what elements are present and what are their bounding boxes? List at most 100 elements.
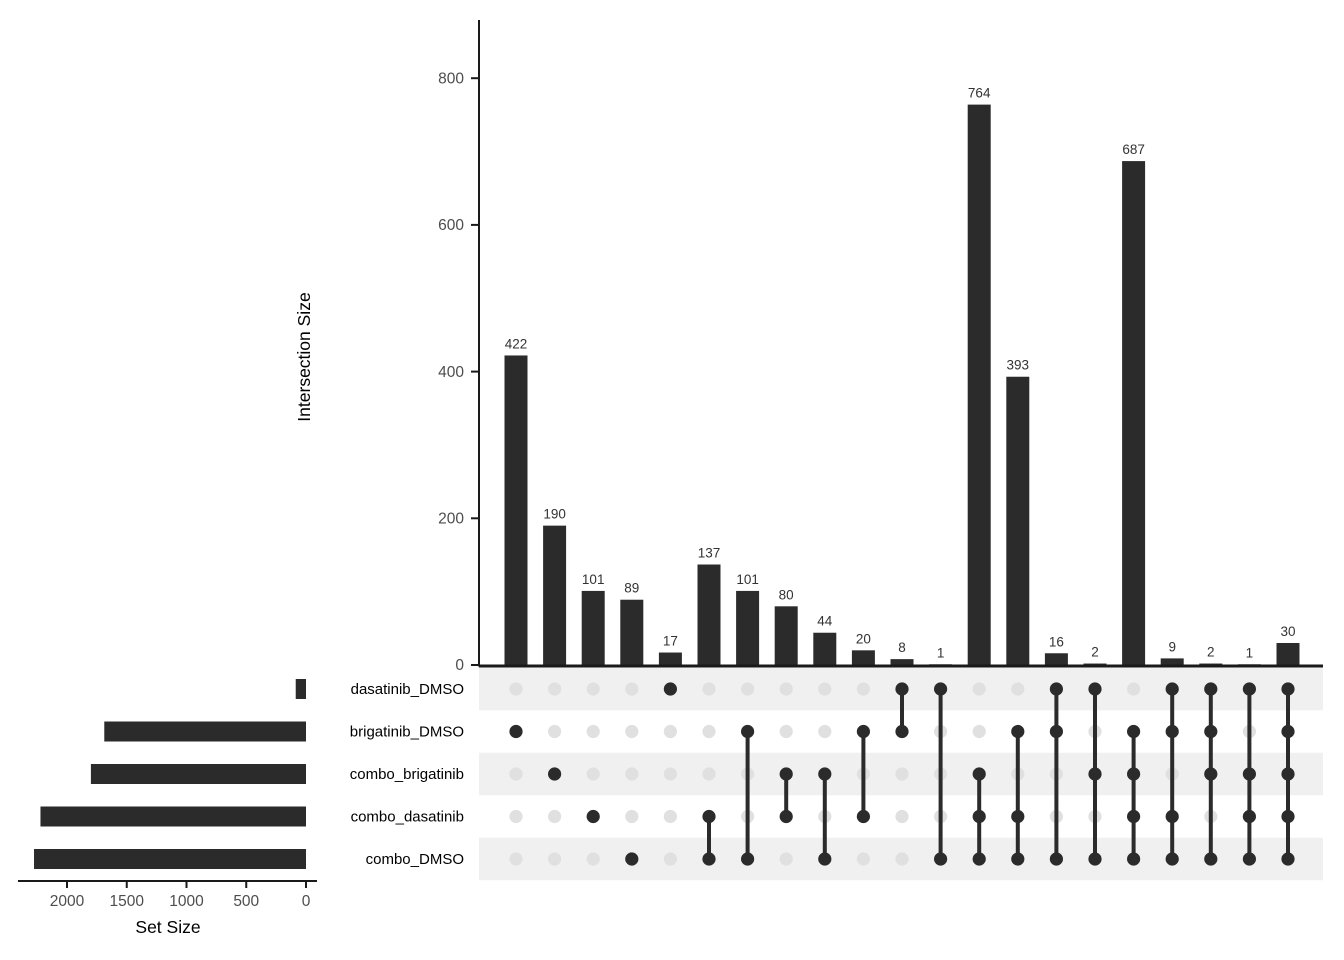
intersection-y-tick-label: 0	[455, 657, 464, 674]
matrix-dot-inactive	[1011, 682, 1025, 696]
matrix-dot-active	[1242, 767, 1256, 781]
matrix-dot-active	[1011, 724, 1025, 739]
intersection-bar	[543, 525, 567, 665]
set-size-tick-label: 500	[233, 893, 259, 910]
matrix-dot-active	[586, 809, 600, 824]
intersection-value-label: 1	[937, 645, 945, 660]
matrix-dot-inactive	[548, 809, 562, 824]
matrix-dot-active	[1165, 852, 1179, 866]
matrix-dot-inactive	[625, 682, 639, 696]
matrix-dot-active	[1011, 852, 1025, 866]
intersection-bar	[1044, 653, 1068, 665]
intersection-y-tick-label: 800	[438, 70, 464, 87]
matrix-dot-active	[663, 682, 678, 696]
intersection-bar	[774, 606, 798, 665]
matrix-dot-inactive	[586, 767, 600, 781]
matrix-dot-active	[741, 852, 755, 866]
matrix-dot-inactive	[548, 682, 562, 696]
intersection-axis-title: Intersection Size	[294, 292, 314, 421]
matrix-dot-active	[1088, 767, 1102, 781]
matrix-dot-active	[1165, 724, 1179, 739]
matrix-dot-active	[972, 809, 986, 824]
matrix-dot-inactive	[509, 809, 523, 824]
matrix-dot-active	[895, 682, 909, 696]
intersection-y-tick-label: 400	[438, 364, 464, 381]
intersection-value-label: 2	[1091, 645, 1099, 660]
set-size-bar	[34, 849, 306, 869]
matrix-dot-inactive	[663, 724, 678, 739]
matrix-dot-active	[972, 767, 986, 781]
set-size-axis-title: Set Size	[135, 917, 200, 937]
matrix-dot-inactive	[625, 809, 639, 824]
intersection-value-label: 8	[898, 640, 906, 655]
matrix-dot-active	[856, 809, 871, 824]
matrix-dot-active	[1204, 682, 1218, 696]
set-size-tick-label: 0	[302, 893, 311, 910]
matrix-dot-inactive	[509, 767, 523, 781]
matrix-dot-inactive	[702, 724, 716, 739]
intersection-value-label: 137	[698, 546, 721, 561]
matrix-dot-active	[702, 809, 716, 824]
intersection-bar	[1006, 376, 1030, 665]
matrix-dot-inactive	[779, 852, 793, 866]
matrix-dot-inactive	[818, 724, 832, 739]
intersection-bar	[967, 104, 991, 665]
matrix-dot-inactive	[663, 767, 678, 781]
set-size-bars	[34, 679, 307, 869]
intersection-value-label: 393	[1007, 358, 1030, 373]
matrix-dot-active	[1204, 852, 1218, 866]
set-size-bar	[104, 721, 306, 742]
matrix-dot-active	[1281, 767, 1295, 781]
matrix-dot-active	[1204, 767, 1218, 781]
matrix-dot-active	[1281, 724, 1295, 739]
intersection-bar	[890, 659, 914, 665]
matrix-dot-inactive	[625, 724, 639, 739]
intersection-bar	[504, 355, 528, 665]
matrix-dot-inactive	[818, 682, 832, 696]
matrix-dot-active	[1242, 852, 1256, 866]
intersection-value-label: 80	[779, 587, 794, 602]
matrix-dot-inactive	[972, 724, 986, 739]
set-size-tick-label: 1000	[169, 893, 204, 910]
intersection-matrix	[509, 682, 1295, 866]
matrix-dot-inactive	[779, 724, 793, 739]
matrix-dot-inactive	[548, 724, 562, 739]
intersection-bar	[813, 632, 837, 665]
matrix-dot-active	[934, 682, 948, 696]
intersection-bar	[851, 650, 875, 665]
set-label: dasatinib_DMSO	[351, 681, 464, 698]
set-label: brigatinib_DMSO	[350, 724, 464, 741]
intersection-value-label: 101	[736, 572, 759, 587]
matrix-dot-active	[509, 724, 523, 739]
matrix-dot-active	[818, 767, 832, 781]
matrix-dot-active	[1281, 852, 1295, 866]
matrix-dot-active	[1165, 809, 1179, 824]
matrix-dot-active	[1127, 809, 1141, 824]
matrix-dot-inactive	[972, 682, 986, 696]
matrix-dot-active	[1281, 682, 1295, 696]
matrix-dot-inactive	[779, 682, 793, 696]
set-size-tick-label: 1500	[110, 893, 145, 910]
matrix-dot-inactive	[856, 852, 871, 866]
intersection-value-label: 30	[1280, 624, 1295, 639]
matrix-dot-active	[779, 767, 793, 781]
intersection-axis: 0 200 400 600 800	[438, 20, 1323, 674]
matrix-dot-inactive	[625, 767, 639, 781]
intersection-value-label: 1	[1246, 645, 1254, 660]
set-label: combo_brigatinib	[350, 766, 464, 783]
matrix-dot-inactive	[702, 682, 716, 696]
matrix-dot-inactive	[586, 724, 600, 739]
intersection-bars: 422 190 101 89 17 137 101 80 44 20 8 1 764 393 16 2 687 9…	[504, 86, 1300, 666]
matrix-dot-active	[1242, 809, 1256, 824]
matrix-dot-active	[1127, 724, 1141, 739]
matrix-row-labels: dasatinib_DMSO brigatinib_DMSO combo_briga…	[350, 681, 464, 868]
matrix-dot-active	[1088, 682, 1102, 696]
matrix-dot-inactive	[548, 852, 562, 866]
matrix-dot-active	[972, 852, 986, 866]
matrix-dot-inactive	[741, 682, 755, 696]
matrix-dot-active	[818, 852, 832, 866]
matrix-dot-active	[895, 724, 909, 739]
intersection-bar	[658, 652, 682, 665]
intersection-value-label: 764	[968, 86, 991, 101]
